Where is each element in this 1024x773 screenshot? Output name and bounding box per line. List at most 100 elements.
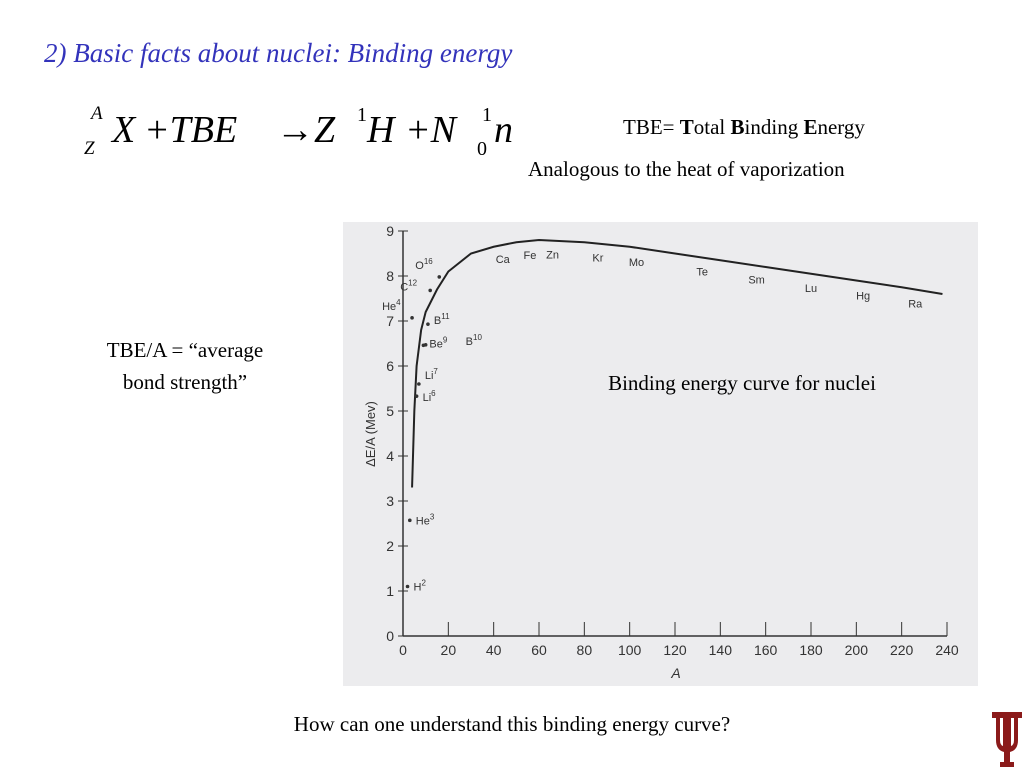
note-line: TBE/A = “average	[107, 338, 263, 362]
equation-script: 1	[357, 104, 367, 126]
point-label-name: B	[466, 336, 473, 348]
element-label: Te	[696, 267, 708, 279]
element-label: Sm	[748, 275, 765, 287]
data-point	[405, 584, 410, 589]
point-label: B10	[466, 333, 483, 348]
x-tick-label: 200	[845, 642, 869, 658]
element-label: Ca	[496, 254, 511, 266]
question: How can one understand this binding ener…	[294, 712, 730, 736]
x-tick-label: 220	[890, 642, 914, 658]
equation-term: +TBE	[144, 109, 237, 151]
x-tick-label: 20	[441, 642, 457, 658]
point-label: He3	[416, 512, 435, 527]
y-tick-label: 7	[386, 313, 394, 329]
data-point	[426, 322, 430, 326]
data-point	[428, 288, 433, 293]
point-label: H2	[414, 579, 427, 594]
note-line: bond strength”	[123, 370, 247, 394]
element-label: Lu	[805, 283, 817, 295]
point-label: Li7	[425, 367, 439, 382]
y-tick-label: 4	[386, 448, 394, 464]
x-tick-label: 60	[531, 642, 547, 658]
data-point	[410, 316, 414, 320]
data-point	[423, 343, 428, 347]
point-label: Li6	[423, 389, 437, 404]
point-label-name: He	[382, 301, 396, 313]
equation-script: Z	[84, 138, 95, 159]
element-label: Kr	[592, 253, 603, 265]
point-label: O16	[415, 257, 433, 272]
definition-rest: inding	[745, 115, 799, 139]
equation-script: A	[89, 103, 103, 124]
x-tick-label: 140	[709, 642, 733, 658]
point-label-mass: 16	[424, 257, 433, 266]
point-label-mass: 2	[421, 579, 426, 588]
y-axis-label: ΔE/A (Mev)	[363, 401, 378, 467]
element-label: Zn	[546, 250, 559, 262]
element-label: Fe	[524, 250, 537, 262]
point-label-name: Li	[425, 370, 434, 382]
equation-term: n	[494, 109, 513, 151]
x-axis-label: A	[670, 665, 680, 681]
point-label-name: Li	[423, 392, 432, 404]
y-tick-label: 2	[386, 538, 394, 554]
point-label-name: H	[414, 582, 422, 594]
y-tick-label: 8	[386, 268, 394, 284]
data-point	[417, 382, 421, 386]
point-label: B11	[434, 312, 450, 327]
analogy: Analogous to the heat of vaporization	[528, 157, 845, 181]
equation-script: 1	[482, 104, 492, 126]
x-tick-label: 180	[799, 642, 823, 658]
point-label: He4	[382, 298, 401, 313]
definition-initial: B	[731, 115, 745, 139]
element-label: Ra	[908, 299, 923, 311]
point-label-name: He	[416, 515, 430, 527]
element-label: Hg	[856, 291, 870, 303]
y-tick-label: 1	[386, 583, 394, 599]
definition-rest: otal	[694, 115, 726, 139]
definition-initial: T	[680, 115, 694, 139]
y-tick-label: 5	[386, 403, 394, 419]
point-label-name: B	[434, 315, 441, 327]
point-label-mass: 4	[396, 298, 401, 307]
x-tick-label: 100	[618, 642, 642, 658]
equation: A Z X +TBE →Z 1 H +N 1 0 n	[84, 103, 513, 160]
point-label: C12	[400, 278, 417, 293]
y-tick-label: 3	[386, 493, 394, 509]
point-label-mass: 11	[441, 312, 450, 321]
equation-script: 0	[477, 138, 487, 160]
point-label-mass: 12	[408, 278, 417, 287]
definition-lead: TBE=	[623, 115, 675, 139]
data-point	[414, 394, 419, 398]
x-tick-label: 160	[754, 642, 778, 658]
equation-term: X	[110, 109, 137, 151]
point-label-mass: 3	[430, 512, 435, 521]
data-point	[408, 518, 412, 523]
point-label-mass: 10	[473, 333, 482, 342]
curve	[411, 238, 943, 488]
logo	[992, 712, 1022, 767]
caption: Binding energy curve for nuclei	[608, 371, 876, 395]
data-point	[437, 275, 442, 279]
y-tick-label: 6	[386, 358, 394, 374]
point-label-name: O	[415, 260, 424, 272]
equation-term: +N	[405, 109, 459, 151]
point-label-name: C	[400, 281, 408, 293]
point-label: Be9	[429, 335, 447, 350]
y-tick-label: 0	[386, 628, 394, 644]
point-label-mass: 9	[443, 335, 448, 344]
definition-initial: E	[803, 115, 817, 139]
x-tick-label: 240	[935, 642, 959, 658]
point-label-mass: 7	[433, 367, 438, 376]
logo-mark	[992, 712, 1022, 767]
definition: TBE= Total Binding Energy	[623, 115, 865, 139]
element-label: Mo	[629, 257, 644, 269]
equation-term: →Z	[276, 109, 336, 151]
slide-title: 2) Basic facts about nuclei: Binding ene…	[44, 38, 512, 68]
x-tick-label: 80	[577, 642, 593, 658]
chart-background	[343, 222, 978, 686]
definition-rest: nergy	[817, 115, 865, 139]
point-label-name: Be	[429, 338, 442, 350]
